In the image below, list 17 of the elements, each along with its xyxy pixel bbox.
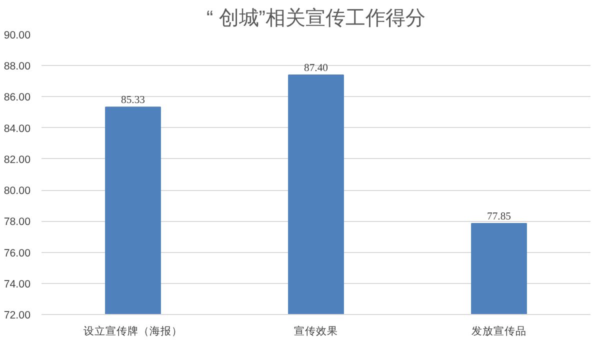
y-tick-label: 86.00 — [4, 92, 31, 104]
y-tick-label: 76.00 — [4, 247, 31, 260]
data-label: 85.33 — [121, 95, 145, 106]
y-tick-label: 80.00 — [4, 185, 31, 198]
y-tick-label: 84.00 — [4, 122, 31, 135]
y-tick-label: 88.00 — [4, 60, 31, 73]
chart-title: “ 创城”相关宣传工作得分 — [206, 8, 426, 30]
y-tick-label: 90.00 — [4, 30, 31, 42]
x-tick-label: 宣传效果 — [294, 324, 338, 338]
x-tick-label: 设立宣传牌（海报） — [84, 324, 182, 338]
y-tick-label: 72.00 — [4, 310, 31, 322]
x-tick-label: 发放宣传品 — [472, 324, 526, 338]
y-tick-label: 74.00 — [4, 278, 31, 290]
data-label: 87.40 — [304, 62, 328, 74]
y-tick-label: 82.00 — [4, 154, 31, 166]
y-tick-label: 78.00 — [4, 216, 31, 228]
data-label: 77.85 — [487, 212, 511, 222]
